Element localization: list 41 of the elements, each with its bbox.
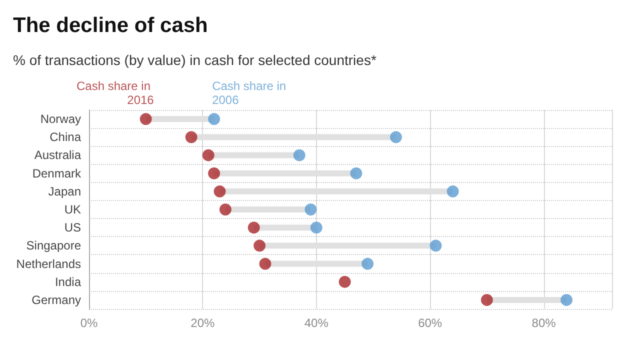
- point: [202, 149, 214, 162]
- point: [362, 258, 374, 270]
- x-tick-label: 80%: [532, 316, 556, 330]
- y-tick-label: US: [64, 220, 81, 235]
- y-tick-label: Australia: [34, 148, 82, 162]
- point: [338, 276, 351, 288]
- y-tick-label: Japan: [48, 184, 81, 198]
- series-label: Cash share in 2006: [212, 79, 290, 108]
- point: [219, 204, 232, 216]
- point: [140, 113, 152, 126]
- x-tick-label: 60%: [418, 316, 442, 330]
- point: [208, 113, 220, 126]
- chart-subtitle: % of transactions (by value) in cash for selected countries*: [13, 52, 377, 68]
- x-tick-label: 0%: [80, 316, 98, 330]
- point: [390, 131, 402, 144]
- y-tick-label: Singapore: [26, 238, 82, 253]
- point: [259, 258, 272, 270]
- point: [304, 204, 317, 216]
- point: [560, 294, 573, 306]
- point: [293, 149, 306, 162]
- point: [480, 294, 493, 306]
- series-label: Cash share in 2016: [76, 79, 154, 108]
- y-tick-label: UK: [64, 202, 81, 216]
- y-tick-label: India: [54, 274, 82, 289]
- y-tick-label: Netherlands: [16, 256, 81, 271]
- y-tick-label: China: [50, 130, 82, 144]
- point: [350, 167, 362, 180]
- chart-title: The decline of cash: [13, 14, 208, 37]
- point: [208, 167, 220, 180]
- point: [185, 131, 198, 144]
- point: [446, 185, 459, 198]
- point: [430, 240, 442, 252]
- point: [248, 222, 260, 234]
- y-tick-label: Norway: [40, 112, 81, 126]
- y-tick-label: Denmark: [32, 166, 82, 180]
- x-tick-label: 20%: [190, 316, 216, 330]
- point: [254, 240, 266, 252]
- y-tick-label: Germany: [32, 292, 81, 307]
- point: [310, 222, 322, 234]
- x-tick-label: 40%: [304, 316, 329, 330]
- point: [214, 185, 226, 198]
